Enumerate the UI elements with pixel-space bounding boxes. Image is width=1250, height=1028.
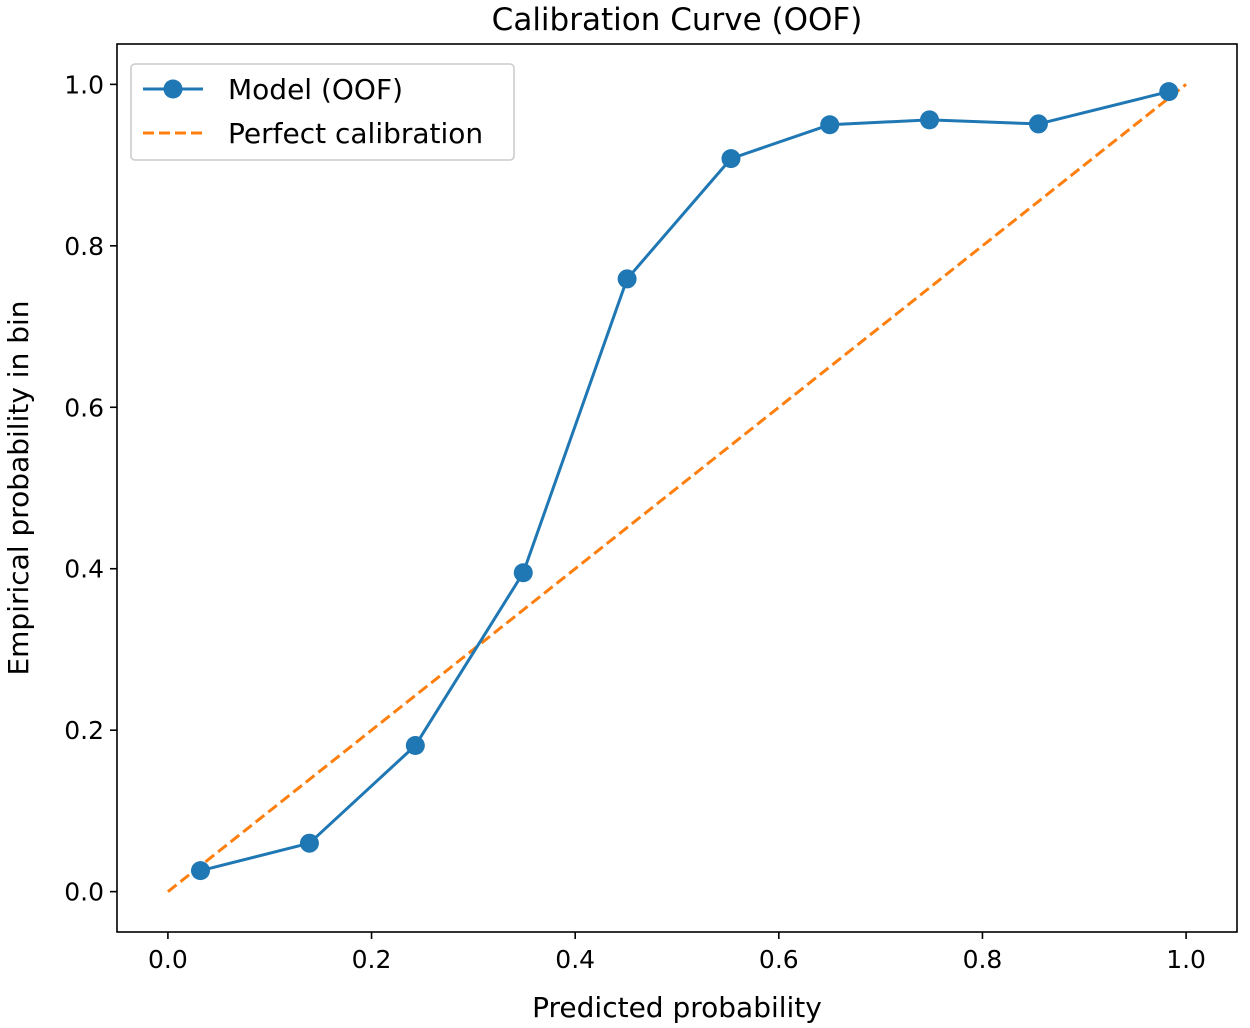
legend: Model (OOF) Perfect calibration: [130, 63, 515, 161]
x-tick-label: 0.6: [759, 945, 799, 974]
y-tick-label: 1.0: [64, 70, 104, 99]
model-point: [920, 110, 940, 130]
y-tick-label: 0.2: [64, 716, 104, 745]
y-tick-label: 0.4: [64, 555, 104, 584]
model-point: [190, 861, 210, 881]
y-tick-label: 0.6: [64, 393, 104, 422]
model-point: [820, 115, 840, 135]
x-tick-label: 0.4: [555, 945, 595, 974]
legend-box: [130, 63, 515, 161]
chart-title: Calibration Curve (OOF): [492, 2, 863, 38]
legend-perfect-label: Perfect calibration: [228, 117, 483, 150]
x-tick-label: 0.0: [148, 945, 188, 974]
legend-model-marker: [163, 79, 183, 99]
x-tick-label: 1.0: [1166, 945, 1206, 974]
model-point: [405, 736, 425, 756]
y-axis-label: Empirical probability in bin: [2, 300, 35, 675]
model-point: [617, 269, 637, 289]
plot-area: [166, 82, 1188, 893]
x-tick-label: 0.8: [963, 945, 1003, 974]
model-point: [1159, 82, 1179, 102]
axes-frame: [116, 43, 1238, 933]
perfect-calibration-line: [166, 83, 1188, 893]
model-point: [721, 149, 741, 169]
y-tick-label: 0.0: [64, 878, 104, 907]
model-series-line: [200, 90, 1170, 873]
model-point: [1028, 114, 1048, 134]
y-tick-label: 0.8: [64, 232, 104, 261]
x-axis-label: Predicted probability: [532, 991, 822, 1024]
axis-ticks: 0.0 0.2 0.4 0.6 0.8 1.0 0.0 0.2 0.4 0.6 0.8 1.0: [64, 70, 1206, 974]
model-point: [513, 563, 533, 583]
legend-model-label: Model (OOF): [228, 73, 403, 106]
model-point: [299, 833, 319, 853]
x-tick-label: 0.2: [352, 945, 392, 974]
